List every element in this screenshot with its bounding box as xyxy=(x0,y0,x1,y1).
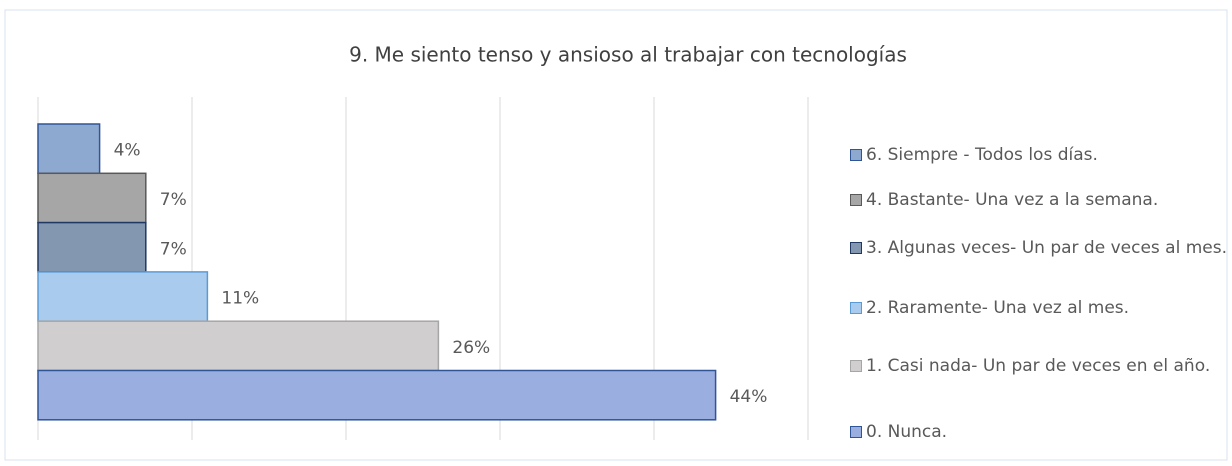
bar xyxy=(37,221,147,273)
legend-entry: 6. Siempre - Todos los días. xyxy=(850,143,1228,167)
legend-label: 1. Casi nada- Un par de veces en el año. xyxy=(866,356,1211,376)
legend-label: 2. Raramente- Una vez al mes. xyxy=(866,298,1130,318)
legend-label: 0. Nunca. xyxy=(866,422,948,442)
legend-label: 3. Algunas veces- Un par de veces al mes… xyxy=(866,238,1228,258)
bar xyxy=(37,271,209,322)
legend-swatch xyxy=(850,426,862,438)
legend-swatch xyxy=(850,149,862,161)
legend-label: 6. Siempre - Todos los días. xyxy=(866,145,1098,165)
legend-entry: 4. Bastante- Una vez a la semana. xyxy=(850,188,1228,212)
data-label: 7% xyxy=(160,190,187,210)
legend-entry: 2. Raramente- Una vez al mes. xyxy=(850,296,1228,320)
data-label: 7% xyxy=(160,239,187,259)
legend-entry: 0. Nunca. xyxy=(850,420,1228,444)
legend-entry: 1. Casi nada- Un par de veces en el año. xyxy=(850,354,1228,378)
data-label: 4% xyxy=(114,141,141,161)
data-label: 44% xyxy=(730,387,768,407)
legend-swatch xyxy=(850,242,862,254)
bar xyxy=(37,123,101,175)
legend-swatch xyxy=(850,194,862,206)
legend-swatch xyxy=(850,360,862,372)
chart-title: 9. Me siento tenso y ansioso al trabajar… xyxy=(349,43,907,67)
bar xyxy=(37,320,440,372)
data-label: 11% xyxy=(221,289,259,309)
bar xyxy=(37,172,147,224)
legend-label: 4. Bastante- Una vez a la semana. xyxy=(866,190,1159,210)
bar xyxy=(37,369,717,421)
legend-entry: 3. Algunas veces- Un par de veces al mes… xyxy=(850,236,1228,260)
data-label: 26% xyxy=(452,338,490,358)
legend-swatch xyxy=(850,302,862,314)
